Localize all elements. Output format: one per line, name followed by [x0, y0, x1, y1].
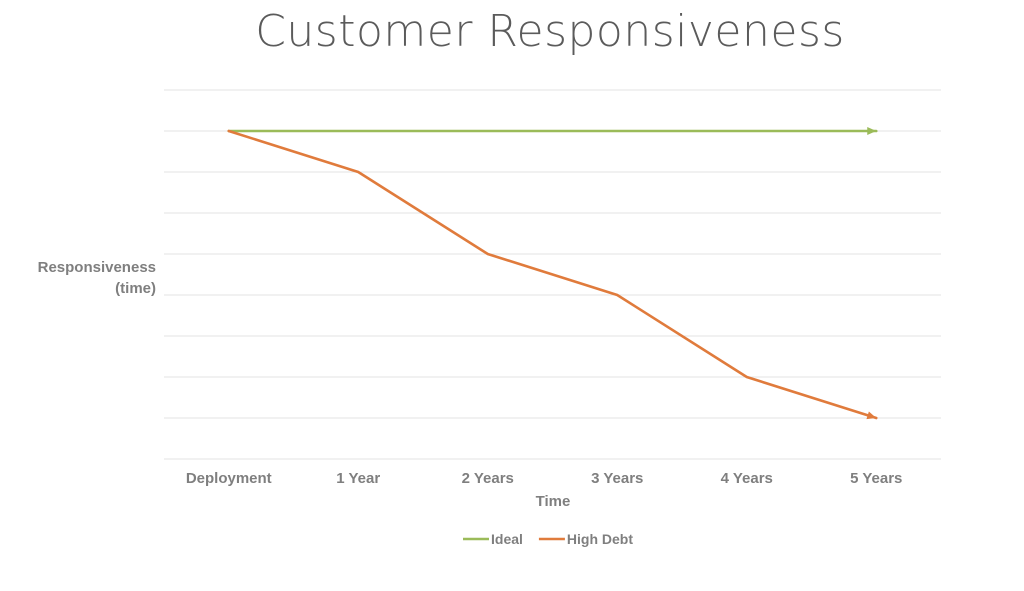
x-tick-label: 5 Years [850, 470, 902, 487]
x-tick-label: 1 Year [336, 470, 380, 487]
legend: Ideal High Debt [463, 531, 633, 547]
series-line-2 [227, 129, 878, 420]
y-axis-label: Responsiveness (time) [8, 257, 156, 299]
y-axis-label-line-2: (time) [115, 280, 156, 297]
y-axis-label-line-1: Responsiveness [37, 259, 156, 276]
legend-label: Ideal [491, 531, 523, 547]
x-axis-label: Time [536, 493, 571, 510]
gridlines [164, 89, 941, 460]
chart-title: Customer Responsiveness [255, 6, 845, 57]
series-arrowhead-2 [866, 411, 877, 420]
x-tick-label: 4 Years [721, 470, 773, 487]
legend-label: High Debt [567, 531, 633, 547]
x-tick-label: 3 Years [591, 470, 643, 487]
x-tick-label: Deployment [186, 470, 272, 487]
series-arrowhead-1 [867, 127, 877, 135]
series-lines [227, 127, 878, 420]
x-tick-labels: Deployment 1 Year 2 Years 3 Years 4 Years 5 Y… [186, 470, 903, 487]
x-tick-label: 2 Years [462, 470, 514, 487]
